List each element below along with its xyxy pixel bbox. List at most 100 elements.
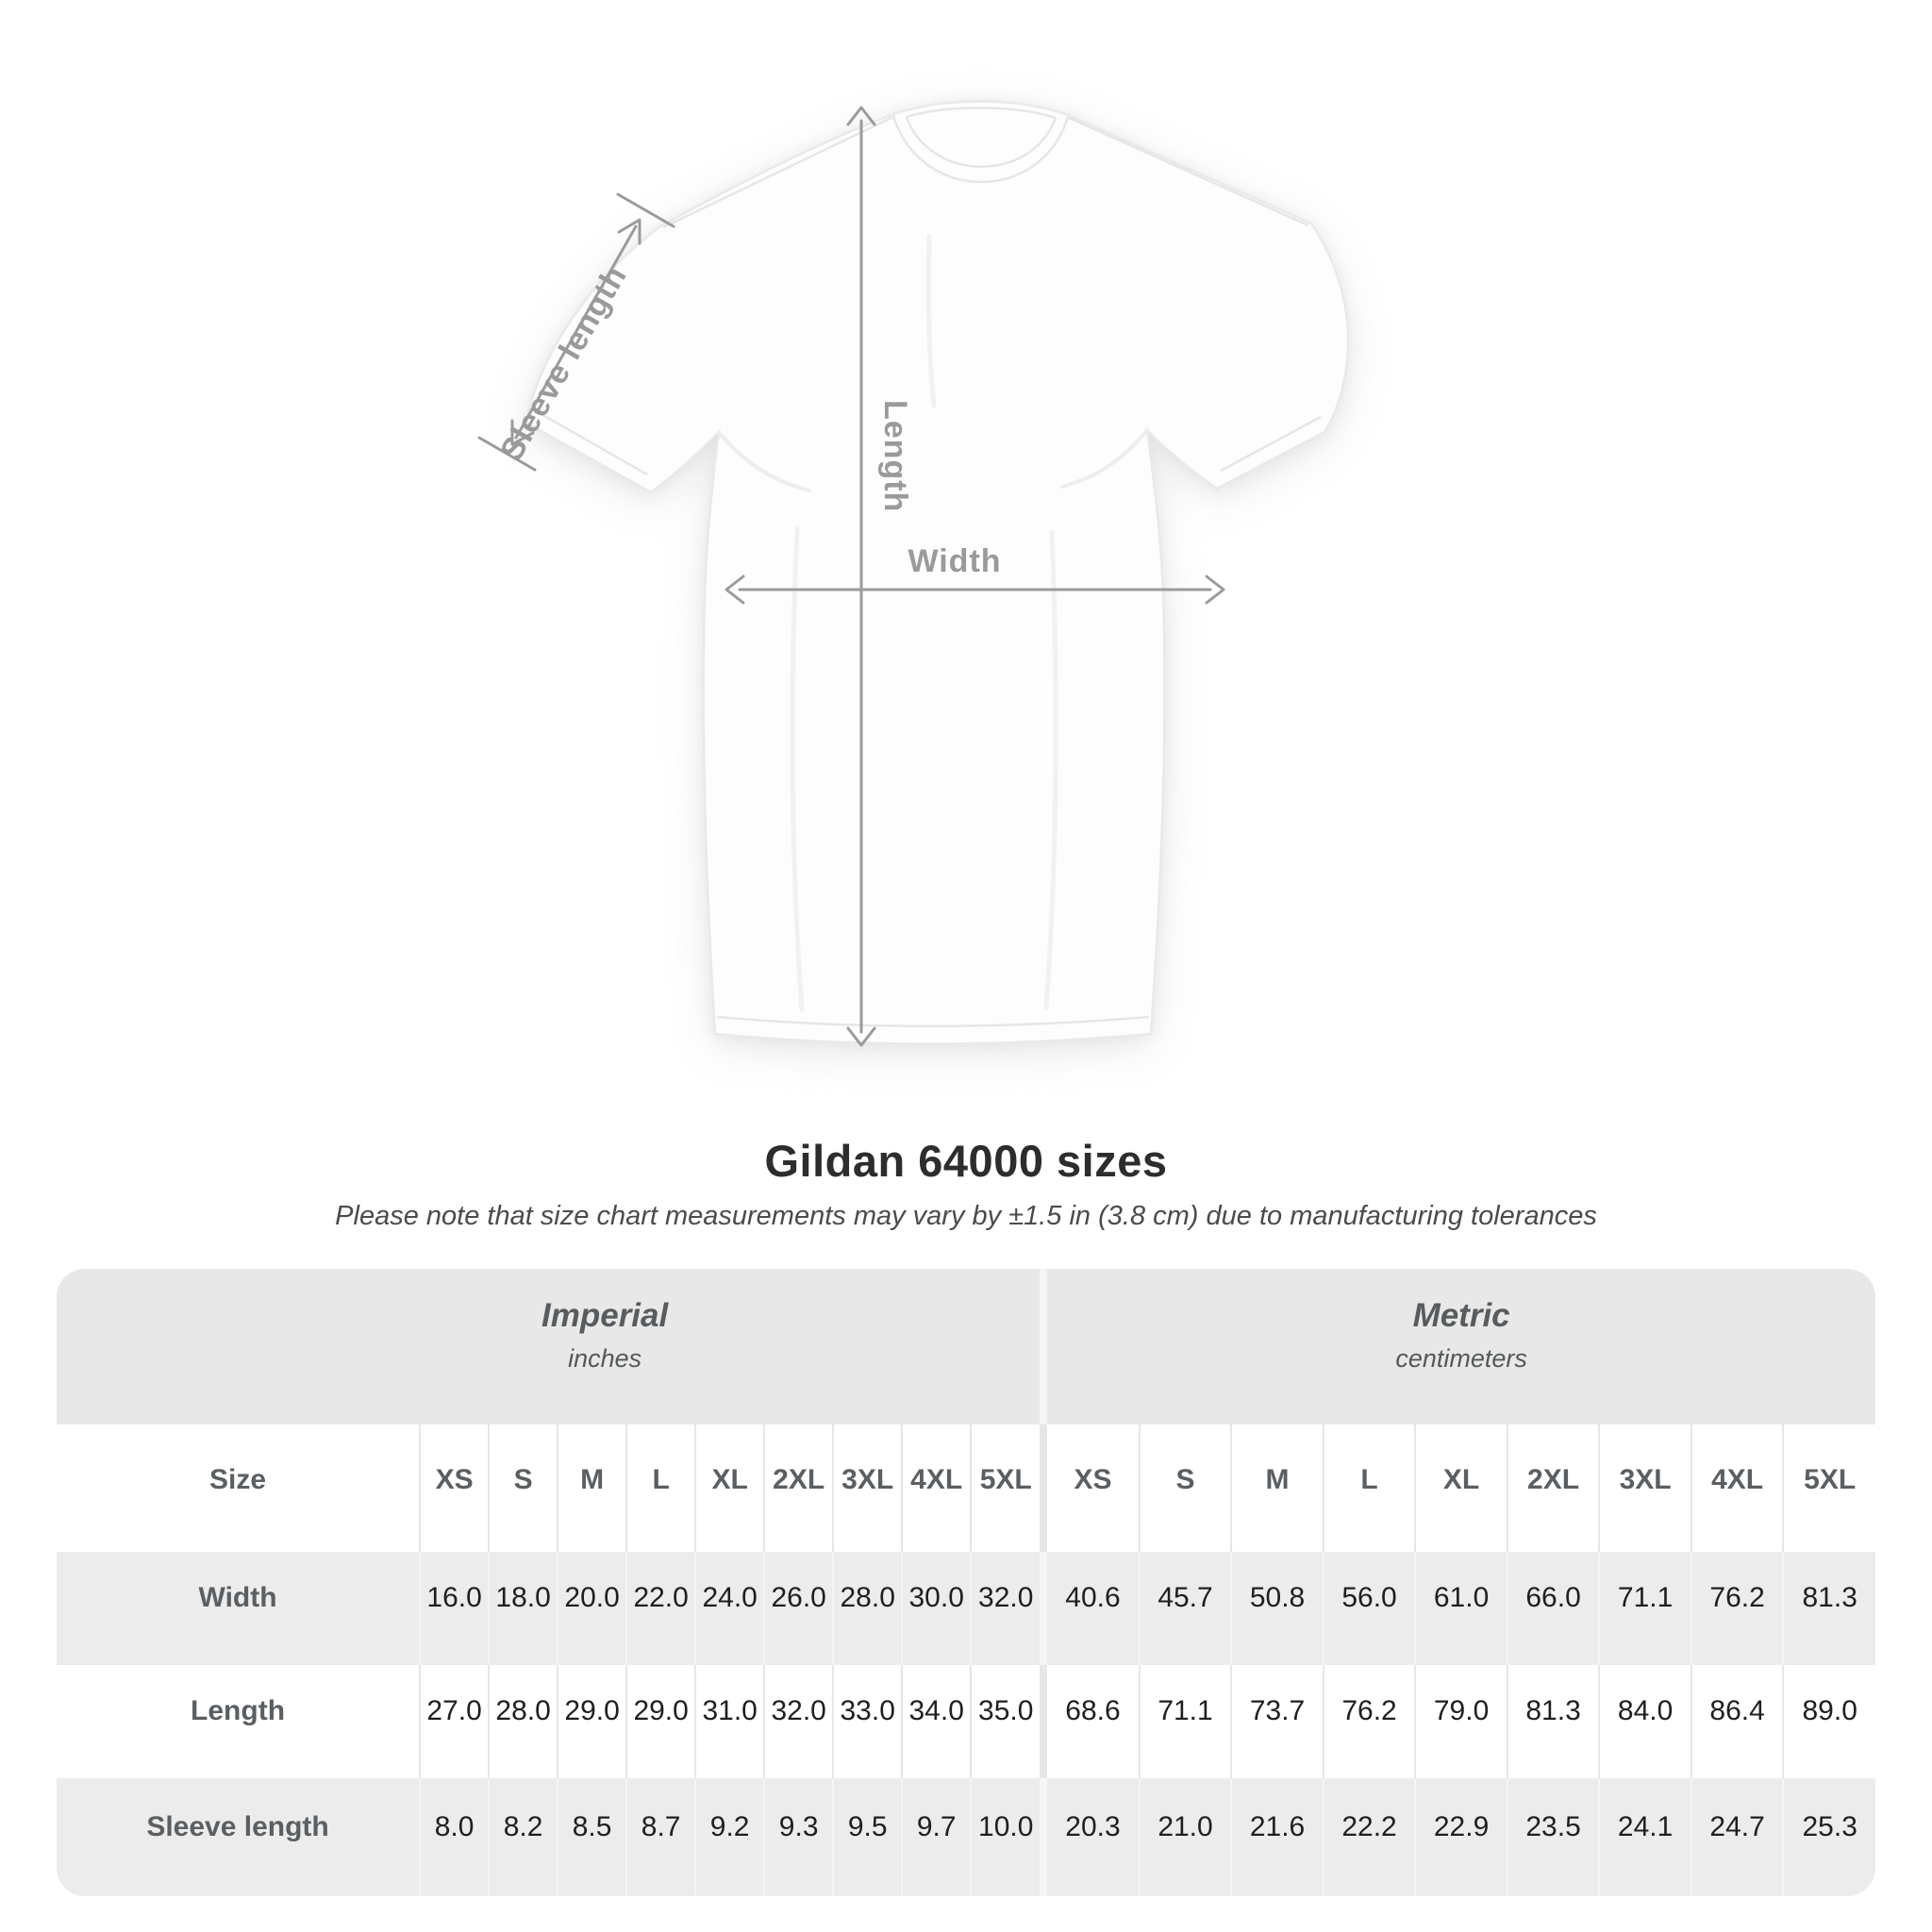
value-cell: 89.0 [1782,1665,1875,1778]
value-cell: 23.5 [1506,1778,1600,1896]
size-header-imp-2xl: 2XL [763,1424,834,1552]
row-label-width: Width [57,1552,421,1665]
value-cell: 9.3 [763,1778,834,1896]
value-cell: 10.0 [970,1778,1041,1896]
imperial-group-title: Imperial [541,1297,669,1334]
value-cell: 32.0 [970,1552,1041,1665]
value-cell: 22.0 [625,1552,696,1665]
value-cell: 22.9 [1414,1778,1507,1896]
value-cell: 9.7 [901,1778,972,1896]
table-divider [1040,1778,1048,1896]
page-title: Gildan 64000 sizes [764,1136,1168,1186]
metric-group-header: Metric centimeters [1047,1269,1875,1424]
size-header-imp-xl: XL [694,1424,765,1552]
size-header-imp-xs: XS [419,1424,490,1552]
value-cell: 8.5 [557,1778,627,1896]
table-divider [1040,1665,1048,1778]
size-header-met-4xl: 4XL [1690,1424,1784,1552]
size-header-imp-m: M [557,1424,627,1552]
value-cell: 29.0 [557,1665,627,1778]
table-row-width: Width 16.0 18.0 20.0 22.0 24.0 26.0 28.0… [57,1552,1875,1665]
value-cell: 16.0 [419,1552,490,1665]
width-arrow [724,575,1225,605]
size-col-header: Size [57,1424,421,1552]
title-block: Gildan 64000 sizes Please note that size… [0,1135,1932,1232]
table-row-length: Length 27.0 28.0 29.0 29.0 31.0 32.0 33.… [57,1665,1875,1778]
metric-group-unit: centimeters [1395,1344,1527,1373]
value-cell: 84.0 [1598,1665,1691,1778]
size-table: Imperial inches Metric centimeters Size … [57,1269,1875,1896]
value-cell: 9.5 [832,1778,903,1896]
table-divider [1040,1424,1048,1552]
size-header-imp-l: L [625,1424,696,1552]
value-cell: 22.2 [1322,1778,1416,1896]
size-header-met-xl: XL [1414,1424,1507,1552]
value-cell: 20.0 [557,1552,627,1665]
imperial-group-header: Imperial inches [57,1269,1041,1424]
size-header-met-l: L [1322,1424,1416,1552]
value-cell: 40.6 [1047,1552,1140,1665]
tshirt-measurement-diagram: Length Width Sleeve length [477,100,1350,1047]
value-cell: 29.0 [625,1665,696,1778]
row-label-sleeve-length: Sleeve length [57,1778,421,1896]
value-cell: 32.0 [763,1665,834,1778]
value-cell: 26.0 [763,1552,834,1665]
value-cell: 35.0 [970,1665,1041,1778]
metric-group-title: Metric [1412,1297,1510,1334]
value-cell: 66.0 [1506,1552,1600,1665]
table-row-sleeve-length: Sleeve length 8.0 8.2 8.5 8.7 9.2 9.3 9.… [57,1778,1875,1896]
value-cell: 76.2 [1690,1552,1784,1665]
size-header-imp-5xl: 5XL [970,1424,1041,1552]
unit-group-header-row: Imperial inches Metric centimeters [57,1269,1875,1424]
value-cell: 30.0 [901,1552,972,1665]
tolerance-note: Please note that size chart measurements… [335,1201,1597,1231]
value-cell: 20.3 [1047,1778,1140,1896]
value-cell: 28.0 [832,1552,903,1665]
size-header-imp-4xl: 4XL [901,1424,972,1552]
value-cell: 24.7 [1690,1778,1784,1896]
length-arrow [846,106,876,1047]
value-cell: 24.1 [1598,1778,1691,1896]
value-cell: 81.3 [1506,1665,1600,1778]
value-cell: 79.0 [1414,1665,1507,1778]
value-cell: 50.8 [1230,1552,1324,1665]
value-cell: 28.0 [488,1665,558,1778]
value-cell: 71.1 [1138,1665,1232,1778]
value-cell: 56.0 [1322,1552,1416,1665]
imperial-group-unit: inches [568,1344,642,1373]
value-cell: 8.2 [488,1778,558,1896]
value-cell: 8.0 [419,1778,490,1896]
size-header-imp-s: S [488,1424,558,1552]
value-cell: 34.0 [901,1665,972,1778]
table-divider [1040,1269,1048,1424]
value-cell: 18.0 [488,1552,558,1665]
tshirt-image [525,100,1350,1045]
row-label-length: Length [57,1665,421,1778]
size-header-met-3xl: 3XL [1598,1424,1691,1552]
value-cell: 68.6 [1047,1665,1140,1778]
value-cell: 61.0 [1414,1552,1507,1665]
value-cell: 27.0 [419,1665,490,1778]
value-cell: 45.7 [1138,1552,1232,1665]
size-table-card: Imperial inches Metric centimeters Size … [57,1269,1875,1896]
size-header-met-2xl: 2XL [1506,1424,1600,1552]
value-cell: 24.0 [694,1552,765,1665]
value-cell: 71.1 [1598,1552,1691,1665]
sleeve-length-arrow [477,192,675,472]
value-cell: 9.2 [694,1778,765,1896]
size-header-met-xs: XS [1047,1424,1140,1552]
length-label: Length [877,400,913,512]
value-cell: 76.2 [1322,1665,1416,1778]
size-header-row: Size XS S M L XL 2XL 3XL 4XL 5XL XS S M … [57,1424,1875,1552]
value-cell: 21.6 [1230,1778,1324,1896]
value-cell: 31.0 [694,1665,765,1778]
value-cell: 25.3 [1782,1778,1875,1896]
value-cell: 81.3 [1782,1552,1875,1665]
value-cell: 21.0 [1138,1778,1232,1896]
value-cell: 73.7 [1230,1665,1324,1778]
size-header-met-5xl: 5XL [1782,1424,1875,1552]
size-header-met-m: M [1230,1424,1324,1552]
table-divider [1040,1552,1048,1665]
value-cell: 33.0 [832,1665,903,1778]
